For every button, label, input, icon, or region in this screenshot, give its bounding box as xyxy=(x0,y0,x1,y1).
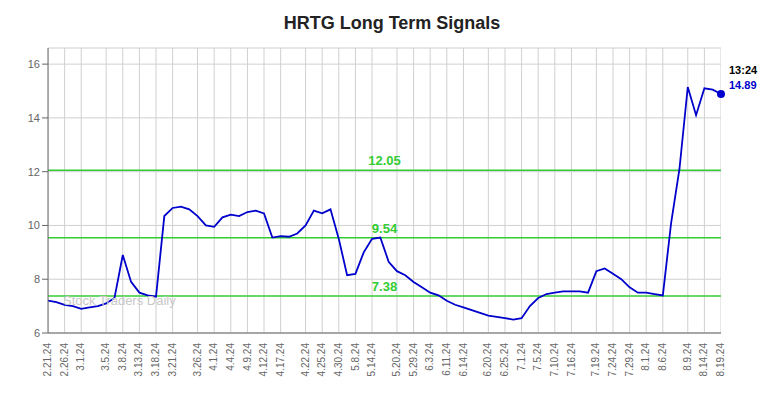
svg-text:8: 8 xyxy=(34,273,40,285)
svg-text:6.3.24: 6.3.24 xyxy=(424,343,435,371)
svg-text:6.20.24: 6.20.24 xyxy=(482,343,493,377)
svg-text:3.21.24: 3.21.24 xyxy=(167,343,178,377)
svg-text:7.10.24: 7.10.24 xyxy=(549,343,560,377)
svg-text:3.5.24: 3.5.24 xyxy=(100,343,111,371)
svg-text:4.17.24: 4.17.24 xyxy=(275,343,286,377)
svg-text:4.25.24: 4.25.24 xyxy=(316,343,327,377)
svg-text:6.14.24: 6.14.24 xyxy=(458,343,469,377)
html-text:HRTG Long Term Signals: HRTG Long Term Signals xyxy=(283,13,501,33)
svg-text:16: 16 xyxy=(28,58,40,70)
svg-text:5.20.24: 5.20.24 xyxy=(391,343,402,377)
svg-text:7.1.24: 7.1.24 xyxy=(516,343,527,371)
svg-text:3.8.24: 3.8.24 xyxy=(117,343,128,371)
svg-text:14: 14 xyxy=(28,112,40,124)
svg-text:2.26.24: 2.26.24 xyxy=(59,343,70,377)
svg-text:6.11.24: 6.11.24 xyxy=(441,343,452,376)
svg-text:9.54: 9.54 xyxy=(372,221,398,236)
svg-text:14.89: 14.89 xyxy=(729,79,757,91)
svg-text:3.1.24: 3.1.24 xyxy=(75,343,86,371)
svg-text:4.4.24: 4.4.24 xyxy=(225,343,236,371)
svg-text:7.16.24: 7.16.24 xyxy=(566,343,577,377)
svg-text:10: 10 xyxy=(28,219,40,231)
svg-text:2.21.24: 2.21.24 xyxy=(42,343,53,377)
svg-text:5.8.24: 5.8.24 xyxy=(350,343,361,371)
svg-text:7.19.24: 7.19.24 xyxy=(590,343,601,377)
svg-text:6: 6 xyxy=(34,327,40,339)
svg-text:7.38: 7.38 xyxy=(372,279,397,294)
svg-text:7.5.24: 7.5.24 xyxy=(532,343,543,371)
svg-text:4.30.24: 4.30.24 xyxy=(333,343,344,377)
svg-text:7.29.24: 7.29.24 xyxy=(624,343,635,377)
svg-text:12: 12 xyxy=(28,166,40,178)
svg-text:4.12.24: 4.12.24 xyxy=(258,343,269,377)
svg-text:13:24: 13:24 xyxy=(729,64,758,76)
svg-text:12.05: 12.05 xyxy=(368,153,401,168)
svg-text:8.6.24: 8.6.24 xyxy=(657,343,668,371)
svg-text:7.24.24: 7.24.24 xyxy=(607,343,618,377)
svg-text:4.22.24: 4.22.24 xyxy=(300,343,311,377)
svg-text:5.14.24: 5.14.24 xyxy=(366,343,377,377)
svg-text:8.9.24: 8.9.24 xyxy=(682,343,693,371)
svg-text:8.14.24: 8.14.24 xyxy=(698,343,709,377)
svg-text:4.9.24: 4.9.24 xyxy=(242,343,253,371)
svg-text:5.29.24: 5.29.24 xyxy=(408,343,419,377)
svg-text:3.18.24: 3.18.24 xyxy=(150,343,161,377)
svg-text:3.13.24: 3.13.24 xyxy=(133,343,144,377)
html-text:Stock Traders Daily: Stock Traders Daily xyxy=(63,293,176,308)
svg-text:4.1.24: 4.1.24 xyxy=(208,343,219,371)
svg-text:8.19.24: 8.19.24 xyxy=(715,343,726,377)
svg-text:3.26.24: 3.26.24 xyxy=(192,343,203,377)
svg-text:6.25.24: 6.25.24 xyxy=(499,343,510,377)
svg-text:8.1.24: 8.1.24 xyxy=(640,343,651,371)
